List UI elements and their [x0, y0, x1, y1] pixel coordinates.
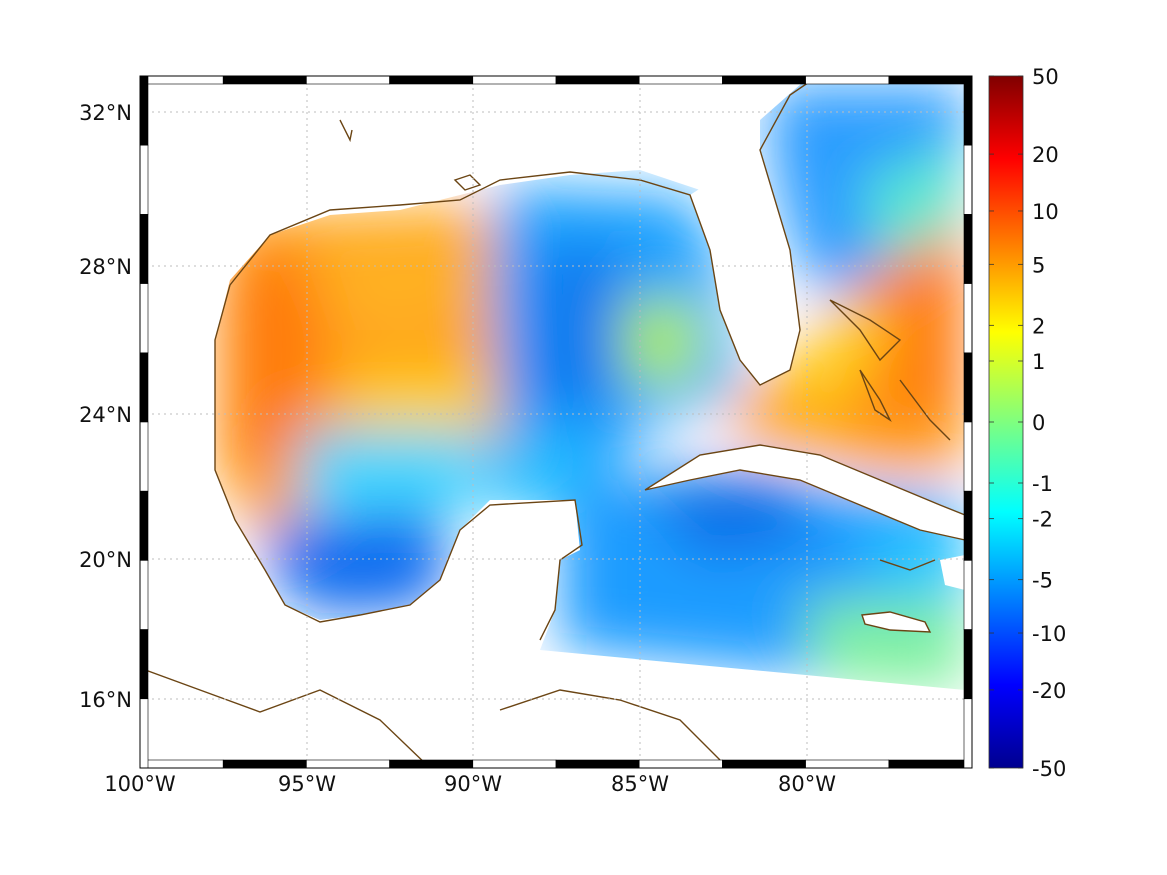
lon-tick-label: 100°W [104, 772, 176, 796]
coastlines [140, 77, 966, 768]
frame-segment [963, 421, 973, 492]
graticule [140, 76, 972, 768]
colorbar-tick-label: 1 [1032, 350, 1045, 374]
frame-segment [139, 283, 149, 354]
colorbar-tick-label: 2 [1032, 314, 1045, 338]
frame-segment [139, 75, 224, 85]
lon-tick-label: 80°W [778, 772, 836, 796]
colorbar-tick-label: -2 [1032, 508, 1053, 532]
frame-segment [139, 421, 149, 492]
frame-segment [722, 759, 806, 769]
lon-tick-label: 90°W [444, 772, 502, 796]
lat-tick-label: 32°N [79, 101, 132, 125]
frame-segment [139, 352, 149, 423]
colorbar-tick-label: -10 [1032, 622, 1066, 646]
frame-segment [963, 629, 973, 700]
frame-segment [139, 698, 149, 769]
frame-segment [389, 75, 474, 85]
frame-segment [139, 144, 149, 215]
frame-segment [963, 698, 973, 769]
frame-segment [139, 560, 149, 630]
frame-segment [888, 759, 973, 769]
colorbar-tick-label: -20 [1032, 679, 1066, 703]
colorbar-bar [988, 75, 1024, 769]
frame-segment [555, 75, 640, 85]
frame-segment [222, 75, 307, 85]
frame-segment [139, 490, 149, 561]
frame-segment [306, 759, 390, 769]
colorbar-tick-label: 50 [1032, 65, 1059, 89]
colorbar-tick-label: 5 [1032, 253, 1045, 277]
land-mask [140, 76, 965, 768]
frame-segment [963, 490, 973, 561]
lon-tick-label: 95°W [278, 772, 336, 796]
colorbar-tick-label: 0 [1032, 411, 1045, 435]
frame-segment [963, 214, 973, 284]
frame-segment [389, 759, 474, 769]
frame-segment [963, 560, 973, 630]
lat-tick-label: 24°N [79, 403, 132, 427]
lat-tick-label: 20°N [79, 548, 132, 572]
map-frame [139, 75, 973, 769]
frame-segment [638, 75, 723, 85]
frame-segment [306, 75, 390, 85]
frame-segment [139, 759, 224, 769]
lat-tick-label: 28°N [79, 255, 132, 279]
frame-segment [805, 75, 890, 85]
latitude-ticks: 32°N 28°N 24°N 20°N 16°N [79, 101, 132, 712]
frame-segment [963, 352, 973, 423]
frame-segment [472, 75, 557, 85]
frame-segment [888, 75, 973, 85]
frame-segment [139, 75, 149, 146]
colorbar-tick-label: 10 [1032, 200, 1059, 224]
colorbar-tick-label: -1 [1032, 472, 1053, 496]
longitude-ticks: 100°W 95°W 90°W 85°W 80°W [104, 772, 836, 796]
frame-segment [472, 759, 557, 769]
colorbar-tick-label: -50 [1032, 757, 1066, 781]
frame-segment [139, 214, 149, 284]
lon-tick-label: 85°W [611, 772, 669, 796]
frame-segment [638, 759, 723, 769]
colorbar-tick-label: -5 [1032, 569, 1053, 593]
frame-segment [139, 629, 149, 700]
frame-segment [963, 144, 973, 215]
frame-segment [805, 759, 890, 769]
colorbar-tick-label: 20 [1032, 143, 1059, 167]
frame-segment [963, 283, 973, 354]
frame-segment [555, 759, 640, 769]
lat-tick-label: 16°N [79, 688, 132, 712]
frame-segment [722, 75, 806, 85]
frame-segment [222, 759, 307, 769]
sst-anomaly-field [140, 76, 972, 768]
frame-outline [139, 75, 973, 769]
frame-segment [963, 75, 973, 146]
